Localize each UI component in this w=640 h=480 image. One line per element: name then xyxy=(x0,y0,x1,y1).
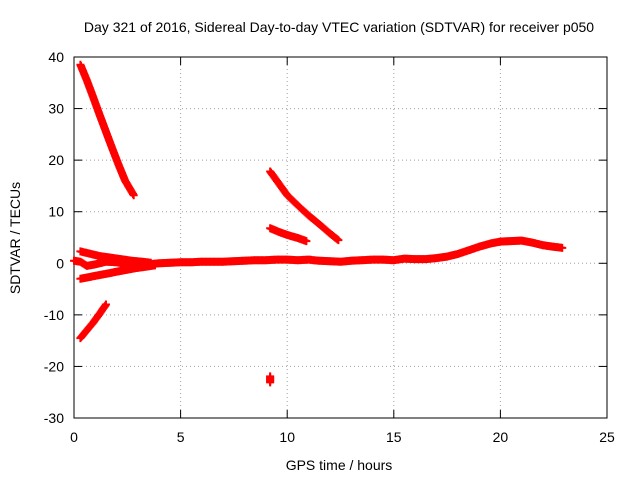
data-point xyxy=(151,261,160,270)
y-tick-label: -20 xyxy=(44,358,64,374)
y-tick-label: 10 xyxy=(48,204,64,220)
data-point xyxy=(101,300,110,309)
series-mid-short xyxy=(266,224,311,246)
x-tick-label: 0 xyxy=(70,429,78,445)
grid xyxy=(74,57,607,418)
chart-title: Day 321 of 2016, Sidereal Day-to-day VTE… xyxy=(84,19,594,35)
series-low-ascent xyxy=(76,300,110,343)
x-tick-label: 10 xyxy=(279,429,295,445)
x-axis-label: GPS time / hours xyxy=(286,457,393,473)
x-tick-label: 25 xyxy=(599,429,615,445)
y-tick-label: -30 xyxy=(44,410,64,426)
x-tick-label: 20 xyxy=(493,429,509,445)
series-mid-descent xyxy=(266,167,343,245)
series-high-descent xyxy=(76,60,138,200)
y-tick-label: 20 xyxy=(48,152,64,168)
y-tick-label: -10 xyxy=(44,307,64,323)
data-point xyxy=(129,191,138,200)
y-axis-label: SDTVAR / TECUs xyxy=(7,182,23,294)
series-outlier xyxy=(266,372,275,387)
y-tick-label: 30 xyxy=(48,101,64,117)
data-point xyxy=(266,378,275,387)
y-tick-label: 40 xyxy=(48,49,64,65)
data-point xyxy=(334,236,343,245)
x-tick-label: 5 xyxy=(177,429,185,445)
plot-frame xyxy=(73,56,608,419)
series-lower-branch xyxy=(76,261,160,283)
data-point xyxy=(302,237,311,246)
y-tick-label: 0 xyxy=(56,255,64,271)
data-points xyxy=(70,60,567,387)
axis-ticks: 0 5 10 15 20 25 -30 -20 -10 0 10 20 30 40 xyxy=(44,49,615,445)
x-tick-label: 15 xyxy=(386,429,402,445)
data-point xyxy=(558,243,567,252)
